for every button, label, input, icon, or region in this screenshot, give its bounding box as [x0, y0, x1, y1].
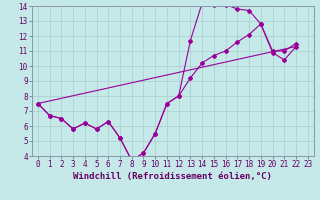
X-axis label: Windchill (Refroidissement éolien,°C): Windchill (Refroidissement éolien,°C)	[73, 172, 272, 181]
